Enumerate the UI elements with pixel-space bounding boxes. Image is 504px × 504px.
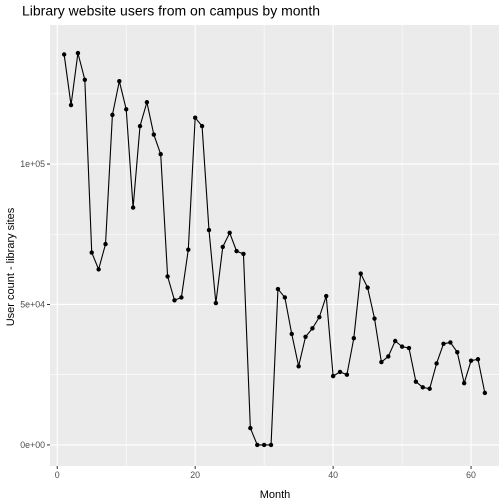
data-point [413, 379, 419, 384]
data-point [261, 442, 267, 448]
data-point [337, 369, 343, 375]
plot-panel [50, 25, 499, 466]
data-point [372, 316, 377, 321]
data-point [275, 286, 281, 292]
data-point [427, 386, 432, 391]
data-point [137, 123, 143, 129]
grid-lines [50, 25, 499, 466]
data-point [110, 112, 115, 118]
data-point [282, 295, 288, 300]
chart-title: Library website users from on campus by … [22, 3, 320, 19]
data-point [330, 373, 336, 379]
data-point [296, 364, 301, 369]
y-tick-label: 5e+04 [20, 299, 45, 309]
data-point [82, 77, 88, 82]
data-point [448, 340, 453, 345]
data-point [468, 358, 474, 363]
data-point [268, 442, 274, 448]
data-point [192, 115, 198, 120]
data-point [213, 300, 219, 306]
data-point [392, 338, 398, 344]
data-point [248, 425, 253, 431]
series-layer [61, 50, 488, 448]
data-point [399, 344, 405, 349]
data-point [317, 314, 322, 320]
series-line [63, 52, 486, 446]
data-point [434, 361, 439, 366]
data-point [199, 123, 205, 129]
axes: 0 20 40 60 0e+00 5e+04 1e+05 [20, 159, 476, 480]
data-point [165, 274, 170, 279]
data-point [220, 244, 225, 250]
x-tick-label: 0 [55, 470, 60, 480]
data-point [358, 271, 363, 276]
data-point [379, 359, 384, 365]
data-point [475, 357, 481, 362]
data-point [117, 78, 122, 84]
data-point [303, 334, 308, 339]
data-point [441, 341, 446, 347]
y-tick-label: 0e+00 [20, 440, 45, 450]
data-point [365, 285, 370, 290]
data-point [96, 267, 101, 272]
data-point [455, 350, 460, 355]
data-point [151, 132, 157, 137]
x-tick-label: 20 [190, 470, 200, 480]
data-point [227, 230, 232, 236]
y-axis-title: User count - library sites [5, 207, 17, 326]
data-point [179, 295, 184, 300]
data-point [289, 331, 294, 337]
data-point [241, 251, 246, 257]
data-point [130, 205, 136, 210]
data-point [386, 354, 391, 359]
data-point [461, 380, 467, 386]
data-point [144, 100, 150, 105]
data-point [344, 372, 350, 377]
data-point [406, 345, 412, 351]
data-point [206, 227, 212, 233]
data-point [89, 250, 94, 255]
data-point [68, 102, 74, 108]
data-point [255, 442, 260, 448]
data-point [103, 241, 108, 247]
y-tick-label: 1e+05 [20, 159, 45, 169]
data-point [158, 152, 163, 157]
data-point [324, 293, 329, 299]
x-tick-label: 60 [466, 470, 476, 480]
data-point [75, 50, 81, 56]
data-point [172, 298, 177, 303]
x-tick-label: 40 [328, 470, 338, 480]
x-axis-title: Month [260, 489, 291, 501]
data-point [310, 326, 315, 331]
data-point [482, 390, 488, 396]
data-point [420, 385, 425, 390]
data-point [61, 52, 67, 57]
data-point [124, 107, 129, 112]
data-point [234, 248, 239, 254]
data-point [351, 335, 357, 341]
data-point [186, 247, 191, 252]
